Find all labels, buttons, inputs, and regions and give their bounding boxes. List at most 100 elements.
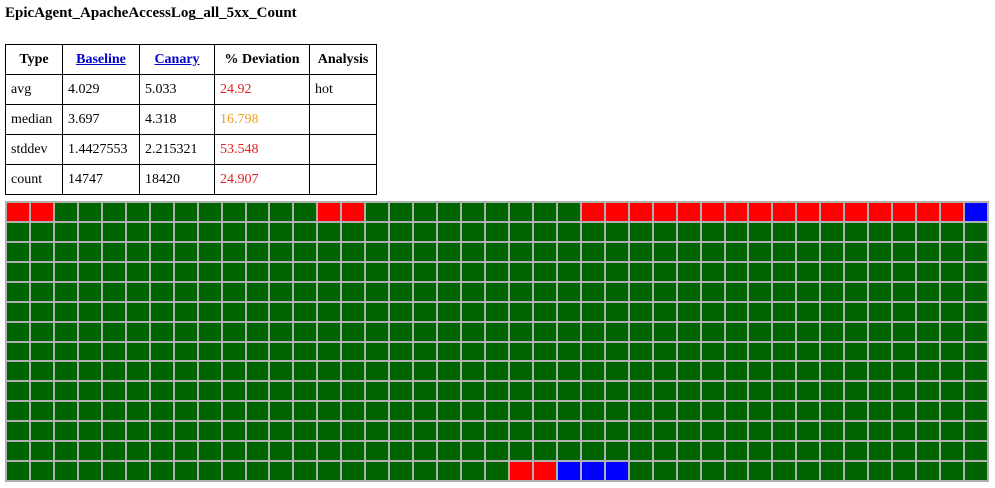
heatmap-cell[interactable] [126, 322, 149, 341]
heatmap-cell[interactable] [773, 462, 796, 480]
heatmap-cell[interactable] [150, 262, 173, 281]
heatmap-cell[interactable] [677, 262, 700, 281]
heatmap-cell[interactable] [7, 302, 29, 321]
heatmap-cell[interactable] [246, 302, 269, 321]
heatmap-cell[interactable] [318, 242, 341, 261]
heatmap-cell[interactable] [941, 203, 964, 221]
heatmap-cell[interactable] [533, 382, 556, 401]
heatmap-cell[interactable] [390, 382, 413, 401]
heatmap-cell[interactable] [198, 342, 221, 361]
heatmap-cell[interactable] [773, 302, 796, 321]
heatmap-cell[interactable] [174, 203, 197, 221]
heatmap-cell[interactable] [30, 282, 53, 301]
heatmap-cell[interactable] [749, 242, 772, 261]
heatmap-cell[interactable] [917, 342, 940, 361]
heatmap-cell[interactable] [30, 302, 53, 321]
heatmap-cell[interactable] [629, 262, 652, 281]
heatmap-cell[interactable] [30, 402, 53, 421]
heatmap-cell[interactable] [222, 322, 245, 341]
heatmap-cell[interactable] [126, 222, 149, 241]
heatmap-cell[interactable] [366, 282, 389, 301]
heatmap-cell[interactable] [294, 203, 317, 221]
heatmap-cell[interactable] [30, 222, 53, 241]
heatmap-cell[interactable] [845, 282, 868, 301]
heatmap-cell[interactable] [198, 302, 221, 321]
heatmap-cell[interactable] [821, 442, 844, 461]
heatmap-cell[interactable] [557, 342, 580, 361]
heatmap-cell[interactable] [869, 203, 892, 221]
heatmap-cell[interactable] [965, 342, 987, 361]
canary-link[interactable]: Canary [154, 51, 200, 67]
heatmap-cell[interactable] [342, 322, 365, 341]
heatmap-cell[interactable] [557, 402, 580, 421]
heatmap-cell[interactable] [126, 282, 149, 301]
heatmap-cell[interactable] [150, 442, 173, 461]
heatmap-cell[interactable] [941, 342, 964, 361]
heatmap-cell[interactable] [797, 262, 820, 281]
heatmap-cell[interactable] [869, 302, 892, 321]
heatmap-cell[interactable] [246, 462, 269, 480]
heatmap-cell[interactable] [917, 402, 940, 421]
heatmap-cell[interactable] [821, 402, 844, 421]
heatmap-cell[interactable] [605, 442, 628, 461]
heatmap-cell[interactable] [629, 422, 652, 441]
heatmap-cell[interactable] [965, 322, 987, 341]
heatmap-cell[interactable] [126, 342, 149, 361]
heatmap-cell[interactable] [653, 302, 676, 321]
heatmap-cell[interactable] [198, 222, 221, 241]
heatmap-cell[interactable] [222, 242, 245, 261]
heatmap-cell[interactable] [557, 302, 580, 321]
heatmap-cell[interactable] [677, 322, 700, 341]
heatmap-cell[interactable] [845, 462, 868, 480]
heatmap-cell[interactable] [749, 222, 772, 241]
heatmap-cell[interactable] [318, 462, 341, 480]
heatmap-cell[interactable] [222, 462, 245, 480]
heatmap-cell[interactable] [941, 322, 964, 341]
heatmap-cell[interactable] [749, 262, 772, 281]
heatmap-cell[interactable] [78, 302, 101, 321]
heatmap-cell[interactable] [294, 322, 317, 341]
heatmap-cell[interactable] [270, 342, 293, 361]
heatmap-cell[interactable] [78, 462, 101, 480]
heatmap-cell[interactable] [605, 302, 628, 321]
heatmap-cell[interactable] [102, 442, 125, 461]
heatmap-cell[interactable] [438, 203, 461, 221]
heatmap-cell[interactable] [773, 203, 796, 221]
heatmap-cell[interactable] [294, 262, 317, 281]
heatmap-cell[interactable] [486, 322, 508, 341]
heatmap-cell[interactable] [270, 382, 293, 401]
heatmap-cell[interactable] [581, 342, 604, 361]
heatmap-cell[interactable] [414, 362, 437, 381]
heatmap-cell[interactable] [7, 203, 29, 221]
heatmap-cell[interactable] [462, 362, 485, 381]
heatmap-cell[interactable] [30, 382, 53, 401]
heatmap-cell[interactable] [797, 382, 820, 401]
heatmap-cell[interactable] [366, 342, 389, 361]
heatmap-cell[interactable] [845, 422, 868, 441]
heatmap-cell[interactable] [773, 402, 796, 421]
heatmap-cell[interactable] [557, 282, 580, 301]
heatmap-cell[interactable] [725, 462, 748, 480]
heatmap-cell[interactable] [941, 382, 964, 401]
heatmap-cell[interactable] [390, 322, 413, 341]
heatmap-cell[interactable] [150, 422, 173, 441]
heatmap-cell[interactable] [845, 302, 868, 321]
heatmap-cell[interactable] [174, 362, 197, 381]
heatmap-cell[interactable] [150, 222, 173, 241]
heatmap-cell[interactable] [318, 322, 341, 341]
heatmap-cell[interactable] [30, 242, 53, 261]
heatmap-cell[interactable] [629, 302, 652, 321]
heatmap-cell[interactable] [390, 462, 413, 480]
heatmap-cell[interactable] [342, 462, 365, 480]
heatmap-cell[interactable] [629, 242, 652, 261]
heatmap-cell[interactable] [941, 422, 964, 441]
heatmap-cell[interactable] [438, 422, 461, 441]
heatmap-cell[interactable] [605, 362, 628, 381]
heatmap-cell[interactable] [701, 262, 724, 281]
heatmap-cell[interactable] [486, 222, 508, 241]
heatmap-cell[interactable] [486, 402, 508, 421]
heatmap-cell[interactable] [294, 442, 317, 461]
heatmap-cell[interactable] [270, 302, 293, 321]
heatmap-cell[interactable] [677, 462, 700, 480]
heatmap-cell[interactable] [246, 242, 269, 261]
